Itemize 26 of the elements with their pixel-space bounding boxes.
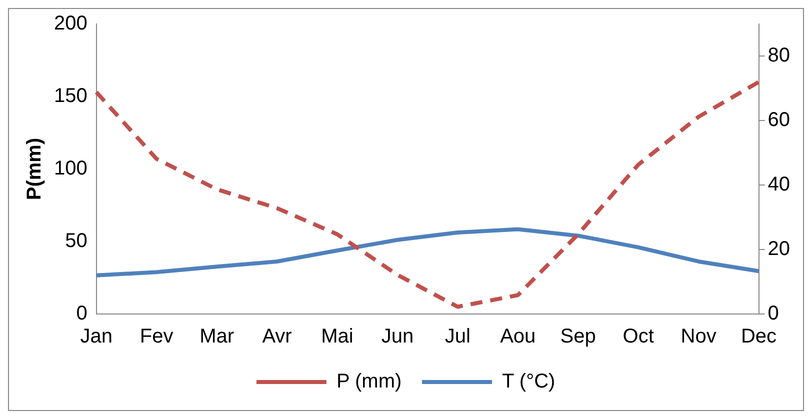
y2-tick-label: 0	[768, 302, 779, 325]
y-tick-label: 200	[54, 12, 88, 35]
x-tick-label: Mai	[321, 326, 354, 348]
x-tick-label: Aou	[500, 326, 536, 348]
x-tick-label: Mar	[200, 326, 234, 348]
y2-tick-label: 80	[768, 44, 790, 67]
x-tick-label: Oct	[622, 326, 654, 348]
x-tick-label: Avr	[262, 326, 292, 348]
x-tick-label: Jan	[80, 326, 112, 348]
y-tick-label: 100	[54, 158, 88, 180]
y-axis-title: P(mm)	[24, 138, 46, 200]
legend-label: P (mm)	[336, 370, 402, 393]
y-tick-label: 150	[54, 85, 88, 108]
y-tick-label: 0	[76, 302, 88, 325]
x-tick-label: Nov	[680, 326, 716, 348]
x-tick-label: Dec	[740, 326, 777, 348]
line-series	[94, 80, 761, 309]
x-tick-label: Sep	[560, 326, 596, 348]
x-tick-label: Jul	[444, 326, 470, 348]
x-tick-label: Jun	[381, 326, 414, 348]
y2-tick-label: 60	[768, 109, 790, 132]
legend-label: T (°C)	[502, 370, 556, 393]
y2-tick-label: 20	[768, 238, 790, 260]
y-tick-label: 50	[65, 230, 88, 252]
x-tick-label: Fev	[140, 326, 174, 348]
y2-tick-label: 40	[768, 174, 790, 196]
